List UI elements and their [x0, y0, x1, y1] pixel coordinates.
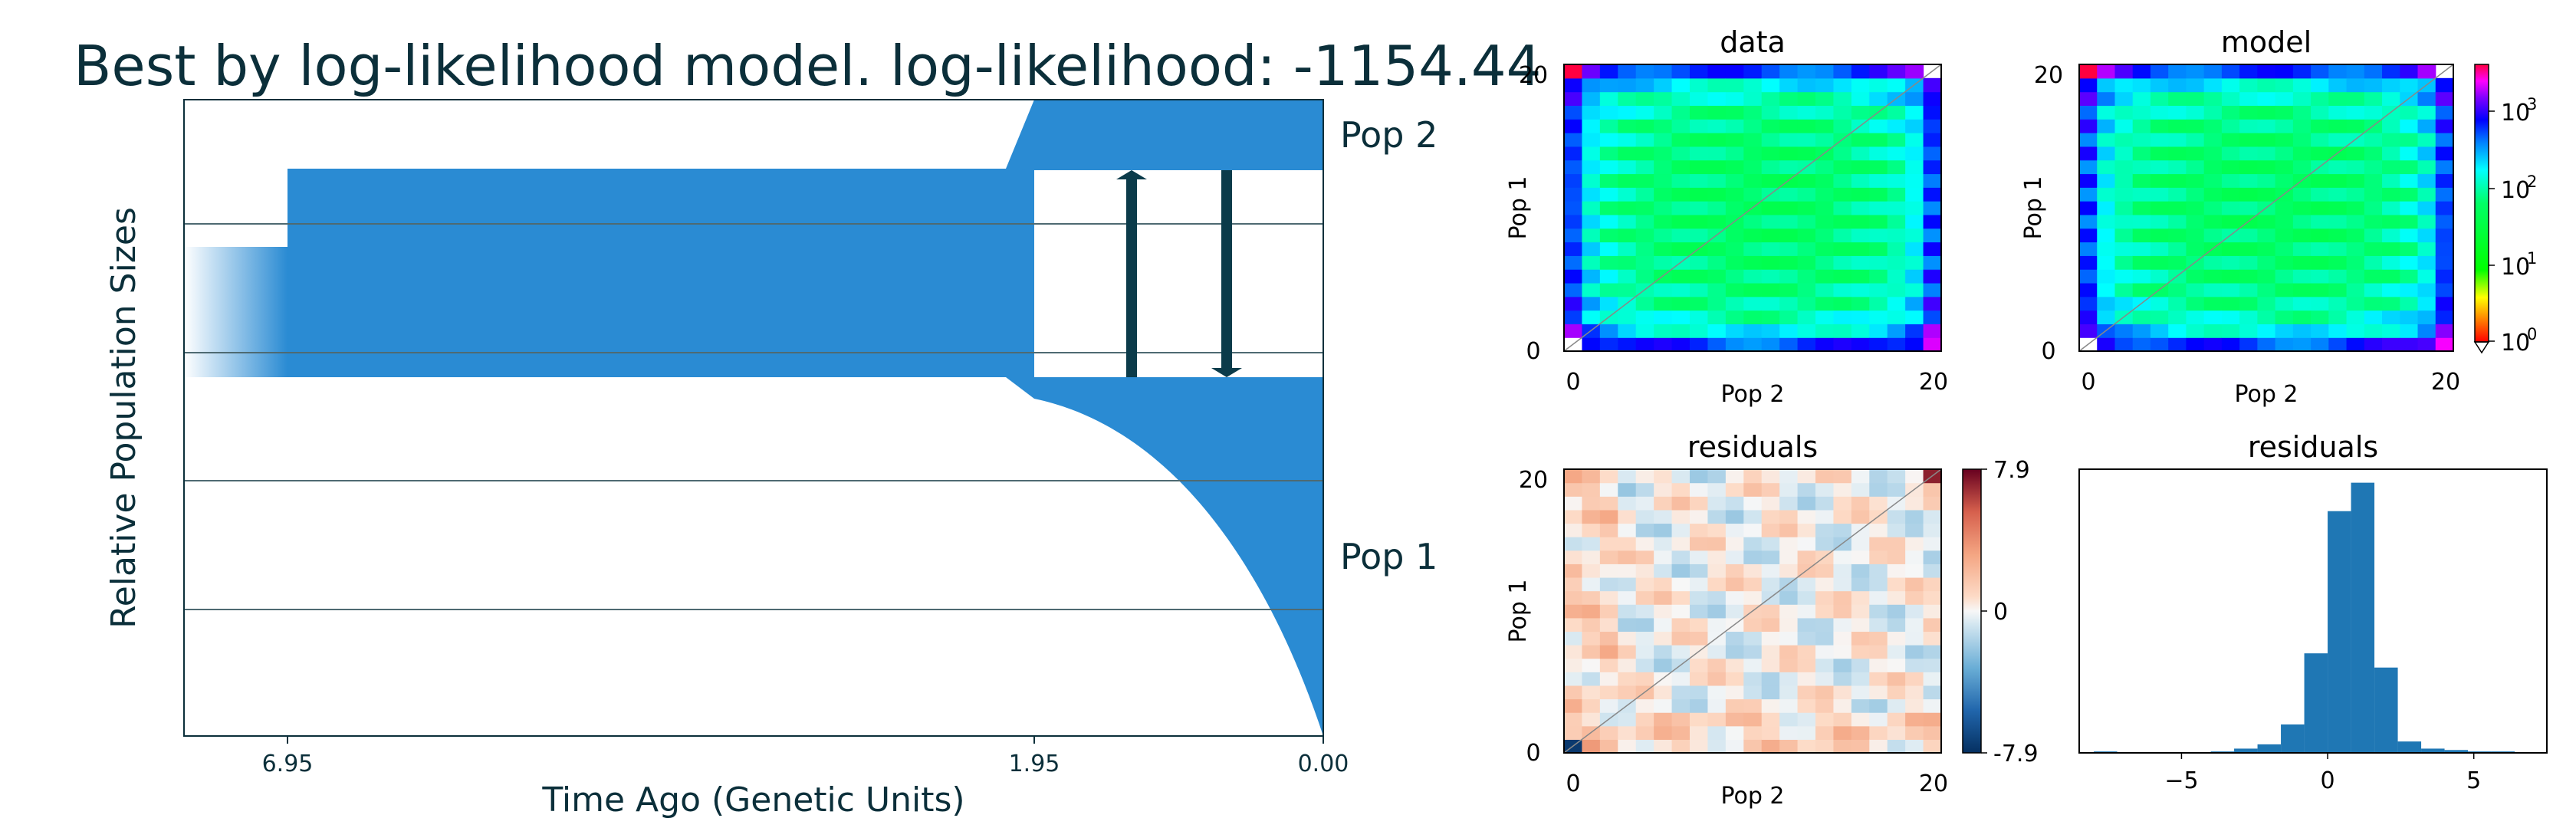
heatmap-ytick-0-2: 0 [2041, 338, 2055, 365]
colorbar-sfs [2475, 64, 2489, 342]
model-ylabel: Relative Population Sizes [104, 207, 143, 629]
histogram-bar [2351, 482, 2375, 753]
model-xtick-label-1: 1.95 [1009, 751, 1060, 777]
colorbar-sfs-label-0: 10 [2501, 100, 2530, 127]
heatmap-xtick-0-3: 0 [1566, 770, 1580, 797]
histogram-bar [2374, 667, 2398, 753]
heatmap-ylabel-1: Pop 1 [1505, 176, 1532, 239]
heatmap-xtick-1-1: 20 [1919, 369, 1948, 396]
colorbar-sfs-label-2: 10 [2501, 254, 2530, 281]
ancestral-population [288, 169, 1008, 377]
ancestral-fade [184, 247, 288, 377]
heatmap-cells-2 [2079, 64, 2454, 352]
heatmap-ytick-0-1: 0 [1526, 338, 1540, 365]
histogram-bar [2421, 748, 2445, 753]
split-transition [1006, 169, 1034, 377]
heatmap-title-2: model [2221, 25, 2312, 59]
heatmap-title-3: residuals [1687, 430, 1818, 464]
model-xtick-label-2: 0.00 [1298, 751, 1349, 777]
heatmap-ylabel-3: Pop 1 [1505, 579, 1532, 642]
heatmap-ylabel-2: Pop 1 [2020, 176, 2047, 239]
heatmap-xtick-0-2: 0 [2081, 369, 2095, 396]
heatmap-frame-3 [1563, 468, 1942, 754]
colorbar-residuals-label-2: -7.9 [1993, 741, 2039, 767]
diagonal-2 [2078, 64, 2454, 352]
diagonal-3 [1563, 468, 1942, 754]
figure-title: Best by log-likelihood model. log-likeli… [74, 34, 1542, 98]
heatmap-xlabel-1: Pop 2 [1720, 381, 1784, 408]
histogram-bar [2397, 741, 2422, 753]
colorbar-sfs-label-3: 10 [2501, 330, 2530, 356]
heatmap-xlabel-3: Pop 2 [1720, 783, 1784, 810]
migration-arrow-down-head [1211, 368, 1242, 377]
heatmap-xtick-1-3: 20 [1919, 770, 1948, 797]
colorbar-residuals-label-1: 0 [1993, 599, 2008, 626]
histogram-bar [2444, 750, 2469, 753]
diagonal-1 [1563, 64, 1942, 352]
histogram-xtick-label-1: 0 [2321, 767, 2335, 794]
heatmap-ytick-0-3: 0 [1526, 740, 1540, 767]
colorbar-sfs-exp-3: 0 [2527, 325, 2537, 343]
heatmap-cells-3 [1564, 469, 1942, 754]
heatmap-ytick-1-2: 20 [2034, 62, 2063, 89]
histogram-xtick-label-0: −5 [2164, 767, 2198, 794]
migration-arrow-up [1126, 178, 1137, 377]
histogram-xtick-label-2: 5 [2466, 767, 2481, 794]
colorbar-sfs-label-1: 10 [2501, 177, 2530, 204]
histogram-title: residuals [2248, 430, 2378, 464]
histogram-bar [2257, 744, 2282, 753]
colorbar-sfs-exp-2: 1 [2527, 249, 2537, 268]
histogram-bar [2234, 748, 2258, 753]
model-xtick-label-0: 6.95 [262, 751, 314, 777]
heatmap-xtick-1-2: 20 [2431, 369, 2460, 396]
histogram-bar [2281, 724, 2305, 753]
heatmap-frame-1 [1563, 64, 1942, 352]
histogram-frame [2078, 468, 2548, 754]
migration-arrow-down [1221, 170, 1232, 370]
heatmap-title-1: data [1720, 25, 1786, 59]
colorbar-sfs-exp-0: 3 [2527, 95, 2537, 113]
migration-arrow-up-head [1116, 170, 1147, 179]
heatmap-xtick-0-1: 0 [1566, 369, 1580, 396]
heatmap-ytick-1-1: 20 [1519, 62, 1548, 89]
colorbar-residuals [1963, 469, 1981, 753]
colorbar-residuals-label-0: 7.9 [1993, 457, 2030, 484]
pop1-label: Pop 1 [1340, 536, 1438, 577]
histogram-bar [2304, 653, 2328, 753]
heatmap-ytick-1-3: 20 [1519, 467, 1548, 494]
colorbar-sfs-extend [2473, 341, 2490, 354]
heatmap-xlabel-2: Pop 2 [2234, 381, 2298, 408]
histogram-bars [2094, 482, 2515, 753]
model-frame [183, 99, 1324, 737]
colorbar-sfs-exp-1: 2 [2527, 172, 2537, 191]
pop2-label: Pop 2 [1340, 114, 1438, 156]
histogram-bar [2328, 511, 2351, 753]
pop2-band [1006, 100, 1323, 170]
model-xlabel: Time Ago (Genetic Units) [541, 780, 964, 820]
pop1-band [1006, 377, 1323, 736]
heatmap-frame-2 [2078, 64, 2454, 352]
